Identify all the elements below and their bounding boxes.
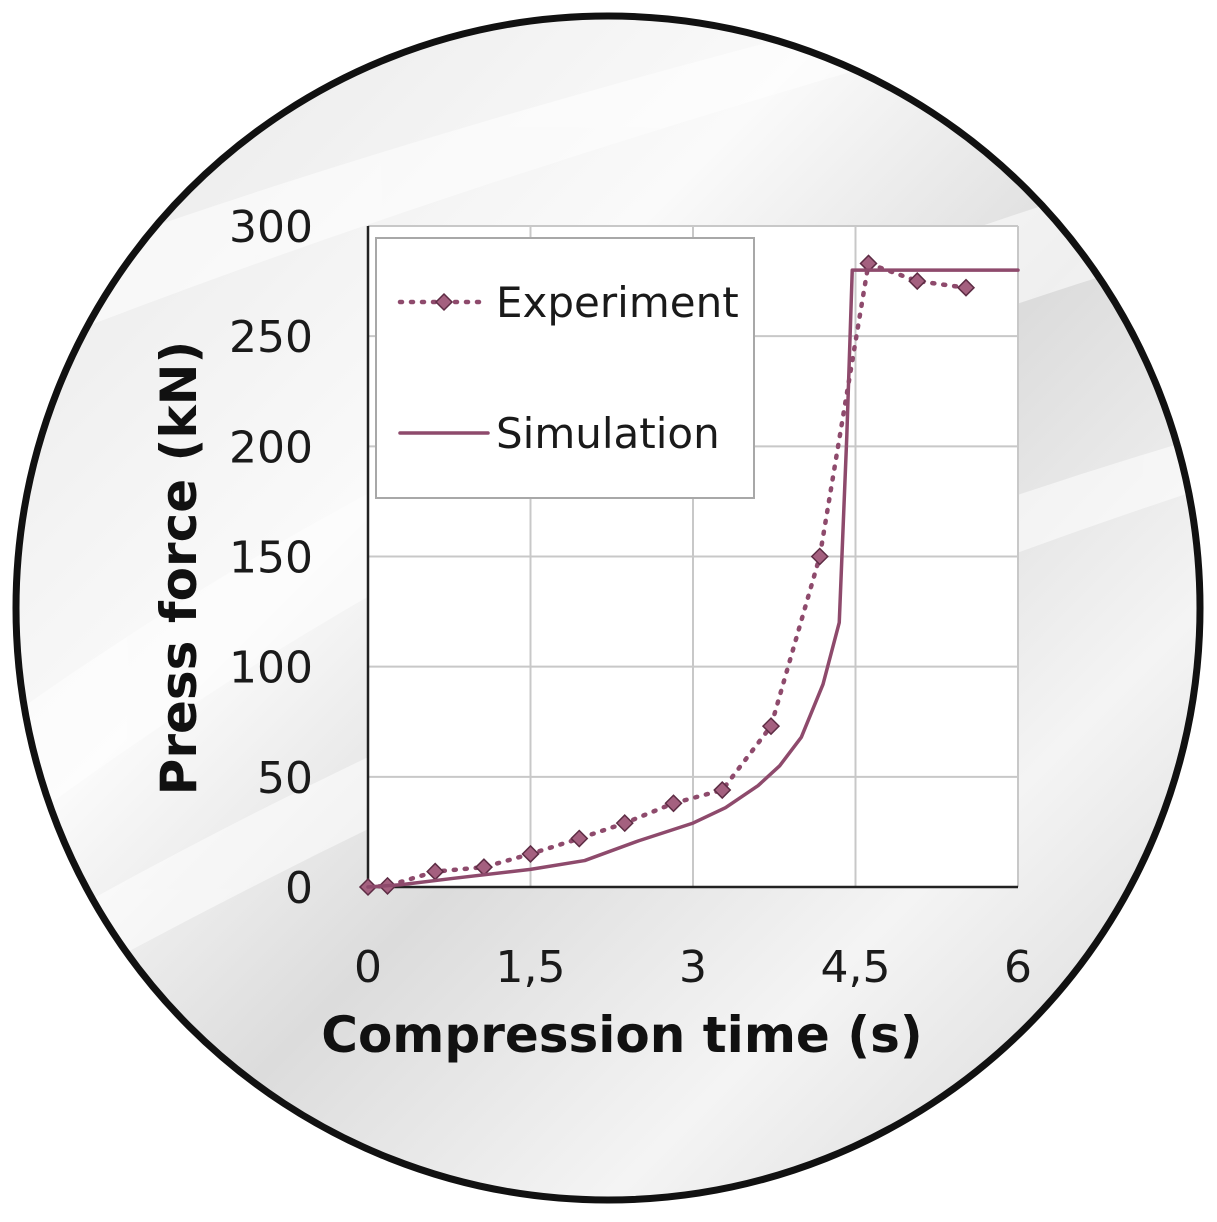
legend-label-0: Experiment	[496, 278, 739, 327]
series-0-point-13	[956, 278, 976, 297]
badge-border	[12, 12, 1204, 1204]
series-layer	[358, 254, 1020, 897]
series-0-point-8	[713, 780, 732, 800]
x-tick-label-4: 6	[1004, 942, 1032, 993]
y-tick-label-1: 50	[257, 753, 313, 804]
x-tick-label-2: 3	[679, 942, 707, 993]
y-tick-label-0: 0	[285, 863, 313, 914]
series-0-point-12	[908, 272, 927, 291]
x-tick-labels: 0 1,5 3 4,5 6	[354, 942, 1032, 993]
y-tick-label-3: 150	[229, 533, 313, 584]
legend-box	[375, 237, 755, 499]
x-tick-label-1: 1,5	[496, 942, 566, 993]
series-0-point-6	[615, 814, 634, 833]
x-tick-label-3: 4,5	[821, 942, 891, 993]
series-0-point-4	[521, 844, 540, 864]
x-tick-label-0: 0	[354, 942, 382, 993]
series-0-point-9	[761, 717, 781, 736]
legend-label-1: Simulation	[496, 409, 720, 458]
legend: Experiment Simulation	[375, 237, 755, 499]
legend-marker-0	[434, 292, 454, 312]
y-tick-labels: 0 50 100 150 200 250 300	[229, 202, 313, 914]
series-line-1	[366, 268, 1020, 889]
y-tick-label-4: 200	[229, 422, 313, 473]
y-tick-label-2: 100	[229, 643, 313, 694]
axes	[366, 226, 1018, 889]
series-0-point-10	[810, 547, 829, 566]
series-0-point-7	[664, 794, 683, 813]
series-0-point-5	[570, 829, 589, 848]
y-axis-title: Press force (kN)	[150, 341, 208, 796]
x-axis-title: Compression time (s)	[321, 1006, 922, 1064]
y-tick-label-5: 250	[229, 312, 313, 363]
y-tick-label-6: 300	[229, 202, 313, 253]
